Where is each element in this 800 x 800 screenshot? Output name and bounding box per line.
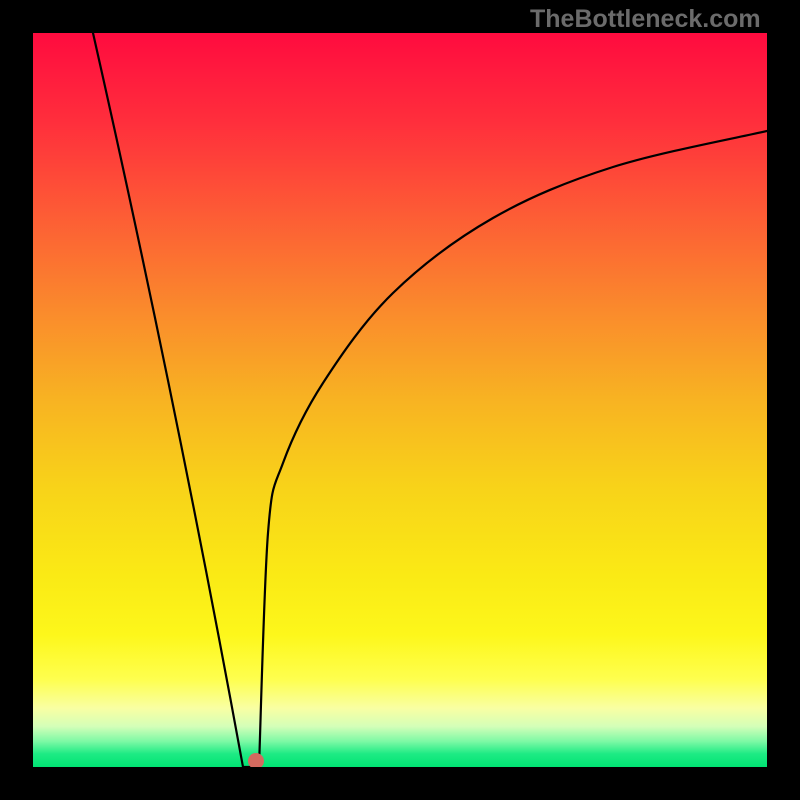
gradient-background [33,33,767,767]
figure-canvas: TheBottleneck.com [0,0,800,800]
plot-area [33,33,767,767]
plot-svg [33,33,767,767]
watermark-text: TheBottleneck.com [530,5,761,34]
